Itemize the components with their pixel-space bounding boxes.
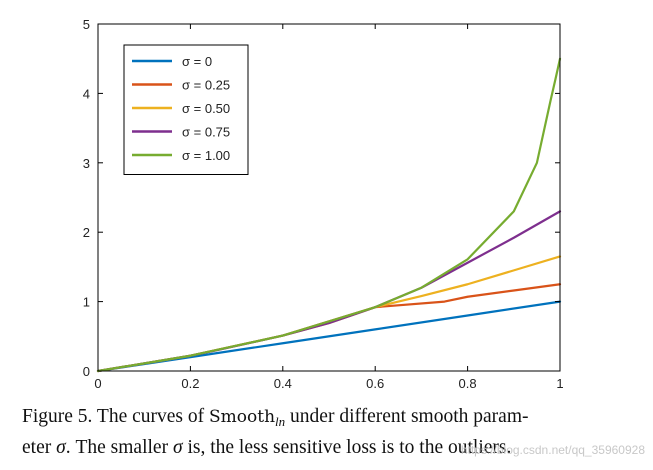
legend-label-1: σ = 0.25 xyxy=(182,78,230,93)
legend-label-2: σ = 0.50 xyxy=(182,101,230,116)
caption-line1-rest: under different smooth param- xyxy=(285,406,529,427)
legend-label-3: σ = 0.75 xyxy=(182,125,230,140)
caption-line2-end: is, the less sensitive loss is to the ou… xyxy=(182,437,512,458)
legend: σ = 0 σ = 0.25 σ = 0.50 σ = 0.75 σ = 1.00 xyxy=(123,44,249,175)
axes xyxy=(97,23,561,372)
x-tick-label: 0.6 xyxy=(366,376,384,391)
ticks: 0 0.2 0.4 0.6 0.8 1 0 1 2 3 4 5 xyxy=(83,17,564,391)
x-tick-label: 0.4 xyxy=(274,376,292,391)
caption-lead: Figure 5. The curves of xyxy=(22,406,210,427)
series-line-0 xyxy=(96,300,562,373)
series-line-1 xyxy=(96,283,562,373)
y-tick-label: 5 xyxy=(83,17,90,32)
x-tick-label: 0.8 xyxy=(459,376,477,391)
figure-caption: Figure 5. The curves of Smoothln under d… xyxy=(22,404,642,461)
y-tick-label: 2 xyxy=(83,225,90,240)
caption-math-sub: ln xyxy=(275,414,286,429)
caption-line2-start: eter xyxy=(22,437,57,458)
y-tick-label: 4 xyxy=(83,86,90,101)
x-tick-label: 1 xyxy=(556,376,563,391)
caption-math-name: Smooth xyxy=(209,407,276,427)
legend-label-0: σ = 0 xyxy=(182,54,212,69)
legend-box xyxy=(123,44,249,175)
series-layer xyxy=(96,57,562,373)
y-tick-label: 0 xyxy=(83,364,90,379)
x-tick-label: 0.2 xyxy=(181,376,199,391)
line-chart: 0 0.2 0.4 0.6 0.8 1 0 1 2 3 4 5 σ = 0 σ = 0.25 σ = 0.… xyxy=(83,17,564,391)
y-tick-label: 3 xyxy=(83,156,90,171)
plot-frame xyxy=(97,23,561,372)
legend-label-4: σ = 1.00 xyxy=(182,148,230,163)
series-line-4 xyxy=(96,57,562,373)
x-tick-label: 0 xyxy=(94,376,101,391)
caption-line2-mid: . The smaller xyxy=(65,437,173,458)
watermark: https://blog.csdn.net/qq_35960928 xyxy=(460,443,645,457)
caption-sigma-1: σ xyxy=(56,437,66,458)
y-tick-label: 1 xyxy=(83,295,90,310)
caption-sigma-2: σ xyxy=(172,437,183,458)
series-line-2 xyxy=(96,255,562,373)
